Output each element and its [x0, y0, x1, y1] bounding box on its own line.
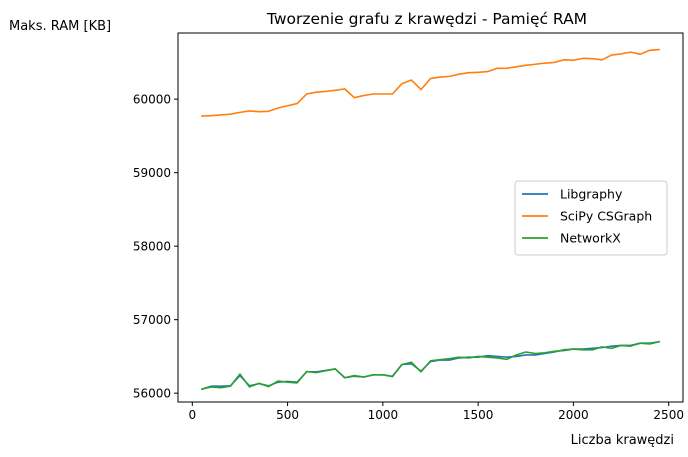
- y-tick-label: 56000: [133, 387, 171, 401]
- y-tick-label: 57000: [133, 313, 171, 327]
- x-axis-label: Liczba krawędzi: [571, 433, 674, 448]
- y-tick-label: 60000: [133, 93, 171, 107]
- legend-label-0: Libgraphy: [560, 187, 623, 202]
- x-tick-label: 1000: [368, 408, 399, 422]
- legend-box: [514, 180, 668, 256]
- x-tick-label: 2000: [558, 408, 589, 422]
- y-tick-label: 58000: [133, 240, 171, 254]
- y-axis-label: Maks. RAM [KB]: [9, 19, 111, 34]
- x-tick-label: 2500: [653, 408, 684, 422]
- axes-frame: [177, 32, 684, 403]
- y-tick-label: 59000: [133, 166, 171, 180]
- plot-area: 0 500 1000 1500 2000 2500 56000 57000 58000 59000…: [133, 32, 684, 422]
- x-tick-label: 0: [188, 408, 196, 422]
- series-line-2: [201, 340, 660, 390]
- x-tick-label: 1500: [463, 408, 494, 422]
- legend-label-2: NetworkX: [560, 231, 621, 246]
- legend-label-1: SciPy CSGraph: [560, 209, 652, 224]
- chart-title: Tworzenie grafu z krawędzi - Pamięć RAM: [266, 10, 587, 28]
- x-tick-label: 500: [276, 408, 299, 422]
- legend: Libgraphy SciPy CSGraph NetworkX: [514, 180, 668, 256]
- series-line-1: [201, 48, 660, 117]
